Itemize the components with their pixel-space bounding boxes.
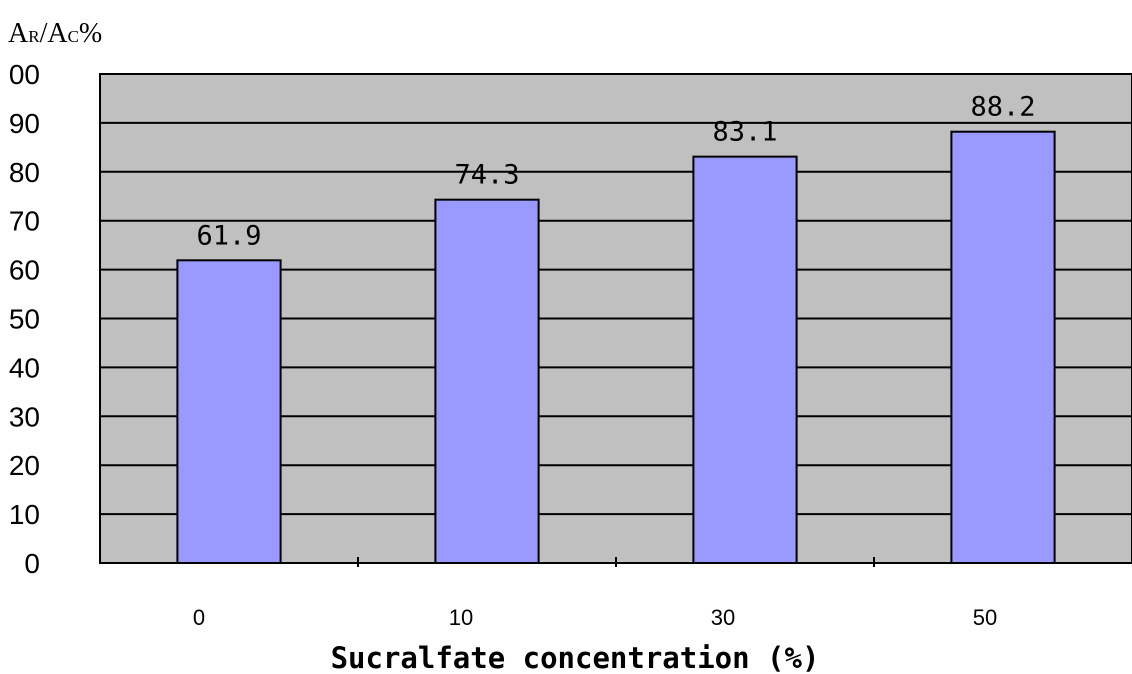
y-tick-label: 00 — [9, 59, 40, 90]
y-axis-title: AR/AC% — [8, 18, 102, 49]
x-tick-label: 50 — [973, 605, 997, 630]
y-tick-label: 50 — [9, 304, 40, 335]
data-labels: 61.9 74.3 83.1 88.2 — [196, 92, 1035, 252]
data-label: 88.2 — [970, 92, 1035, 123]
data-label: 74.3 — [454, 160, 519, 191]
bar — [950, 130, 1056, 564]
y-tick-label: 40 — [9, 352, 40, 383]
bars — [176, 130, 1056, 565]
y-tick-label: 60 — [9, 255, 40, 286]
x-tick-label: 10 — [449, 605, 473, 630]
y-tick-label: 70 — [9, 206, 40, 237]
x-tick-labels: 0 10 30 50 — [193, 605, 997, 630]
bar — [692, 155, 798, 565]
x-axis-title: Sucralfate concentration (%) — [331, 641, 820, 674]
x-axis — [100, 557, 1132, 567]
y-tick-label: 80 — [9, 157, 40, 188]
bar — [434, 198, 540, 564]
x-tick-label: 30 — [711, 605, 735, 630]
y-tick-label: 0 — [24, 548, 40, 579]
y-tick-label: 90 — [9, 108, 40, 139]
bar — [176, 259, 282, 564]
y-tick-label: 20 — [9, 450, 40, 481]
y-tick-label: 30 — [9, 401, 40, 432]
data-label: 61.9 — [196, 220, 261, 251]
y-tick-labels: 0 10 20 30 40 50 60 70 80 90 00 — [9, 59, 40, 579]
y-tick-label: 10 — [9, 499, 40, 530]
data-label: 83.1 — [712, 117, 777, 148]
x-tick-label: 0 — [193, 605, 205, 630]
